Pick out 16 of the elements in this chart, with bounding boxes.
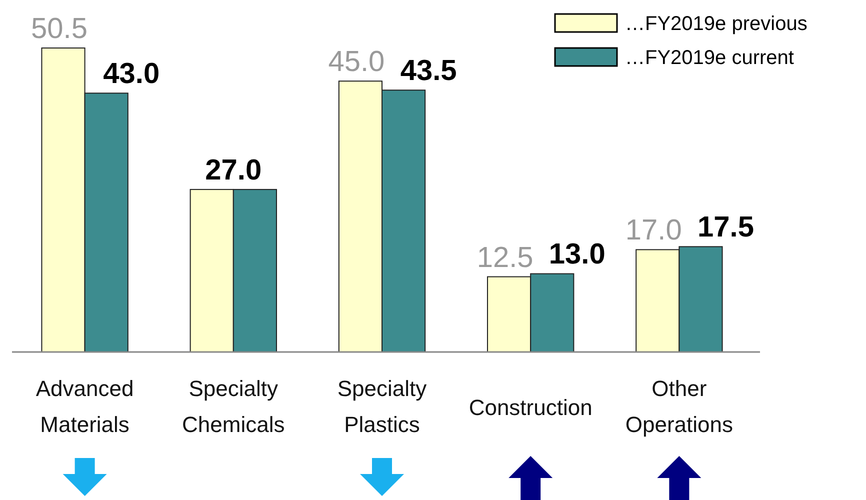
- data-label: 27.0: [205, 154, 262, 186]
- legend-label: …FY2019e previous: [625, 13, 808, 35]
- data-label: 13.0: [548, 238, 606, 271]
- data-label: 17.5: [698, 212, 754, 244]
- data-label: 43.0: [103, 58, 160, 90]
- x-tick-label: Construction: [468, 395, 592, 420]
- data-label: 17.0: [625, 214, 682, 247]
- data-label: 12.5: [476, 242, 534, 274]
- data-label: 43.5: [400, 55, 457, 88]
- x-tick-label: Advanced Materials: [36, 376, 134, 437]
- x-tick-label: Other Operations: [625, 376, 733, 437]
- x-tick-label: Specialty Chemicals: [182, 376, 285, 437]
- legend-label: …FY2019e current: [625, 47, 794, 69]
- x-tick-label: Specialty Plastics: [337, 376, 427, 437]
- data-label: 50.5: [31, 13, 88, 45]
- data-label: 45.0: [328, 46, 385, 78]
